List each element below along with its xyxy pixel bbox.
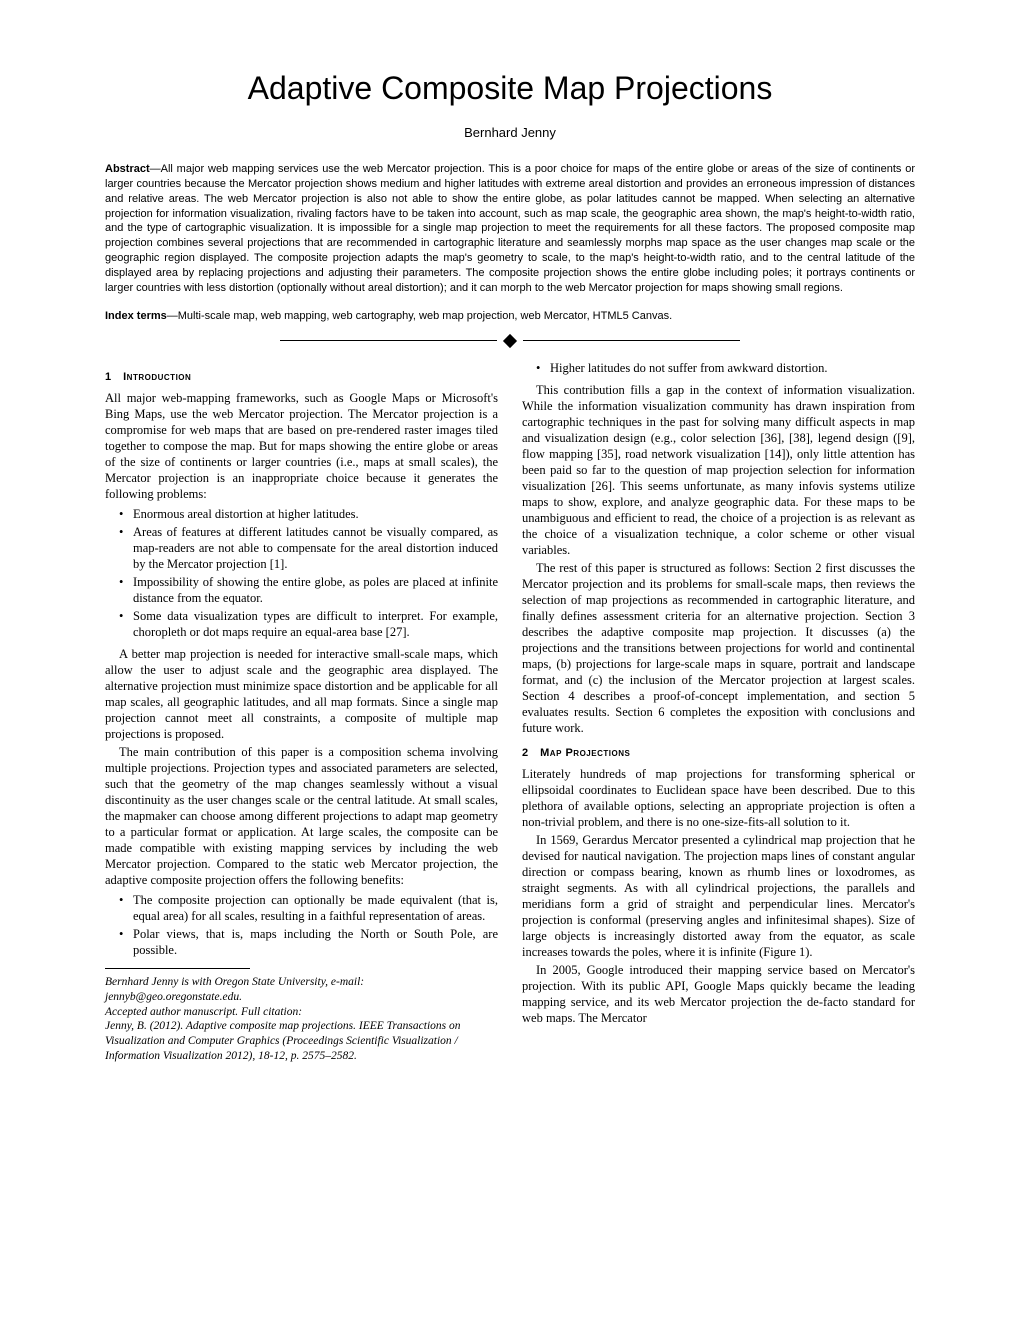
- footnote-line: Jenny, B. (2012). Adaptive composite map…: [105, 1019, 498, 1064]
- section-2-title: Map Projections: [540, 747, 630, 759]
- right-column: Higher latitudes do not suffer from awkw…: [522, 360, 915, 1065]
- body-paragraph: Literately hundreds of map projections f…: [522, 766, 915, 830]
- index-terms: Index terms—Multi-scale map, web mapping…: [105, 310, 915, 322]
- index-text: —Multi-scale map, web mapping, web carto…: [167, 310, 672, 322]
- paper-author: Bernhard Jenny: [105, 125, 915, 140]
- body-paragraph: This contribution fills a gap in the con…: [522, 382, 915, 558]
- bullet-list: Higher latitudes do not suffer from awkw…: [522, 360, 915, 376]
- body-paragraph: A better map projection is needed for in…: [105, 646, 498, 742]
- bullet-list: Enormous areal distortion at higher lati…: [105, 506, 498, 640]
- bullet-item: Some data visualization types are diffic…: [133, 608, 498, 640]
- divider-diamond-icon: [503, 334, 517, 348]
- divider-line-right: [523, 340, 740, 341]
- bullet-item: Enormous areal distortion at higher lati…: [133, 506, 498, 522]
- bullet-list: The composite projection can optionally …: [105, 892, 498, 958]
- section-2-number: 2: [522, 746, 528, 760]
- body-paragraph: In 2005, Google introduced their mapping…: [522, 962, 915, 1026]
- paper-title: Adaptive Composite Map Projections: [105, 70, 915, 107]
- footnote-line: Bernhard Jenny is with Oregon State Univ…: [105, 975, 498, 990]
- abstract: Abstract—All major web mapping services …: [105, 162, 915, 296]
- section-1-title: Introduction: [123, 371, 191, 383]
- left-column: 1 Introduction All major web-mapping fram…: [105, 360, 498, 1065]
- section-2-heading: 2 Map Projections: [522, 746, 915, 760]
- bullet-item: The composite projection can optionally …: [133, 892, 498, 924]
- section-1-heading: 1 Introduction: [105, 370, 498, 384]
- paper-page: Adaptive Composite Map Projections Bernh…: [0, 0, 1020, 1104]
- two-column-body: 1 Introduction All major web-mapping fram…: [105, 360, 915, 1065]
- bullet-item: Impossibility of showing the entire glob…: [133, 574, 498, 606]
- bullet-item: Areas of features at different latitudes…: [133, 524, 498, 572]
- section-1-number: 1: [105, 370, 111, 384]
- body-paragraph: All major web-mapping frameworks, such a…: [105, 390, 498, 502]
- footnote-rule: [105, 968, 250, 969]
- footnote-block: Bernhard Jenny is with Oregon State Univ…: [105, 975, 498, 1065]
- abstract-label: Abstract: [105, 163, 150, 175]
- section-divider: [280, 336, 740, 346]
- bullet-item: Polar views, that is, maps including the…: [133, 926, 498, 958]
- body-paragraph: The main contribution of this paper is a…: [105, 744, 498, 888]
- footnote-line: jennyb@geo.oregonstate.edu.: [105, 990, 498, 1005]
- footnote-line: Accepted author manuscript. Full citatio…: [105, 1005, 498, 1020]
- abstract-text: —All major web mapping services use the …: [105, 163, 915, 294]
- divider-line-left: [280, 340, 497, 341]
- index-label: Index terms: [105, 310, 167, 322]
- body-paragraph: The rest of this paper is structured as …: [522, 560, 915, 736]
- body-paragraph: In 1569, Gerardus Mercator presented a c…: [522, 832, 915, 960]
- bullet-item: Higher latitudes do not suffer from awkw…: [550, 360, 915, 376]
